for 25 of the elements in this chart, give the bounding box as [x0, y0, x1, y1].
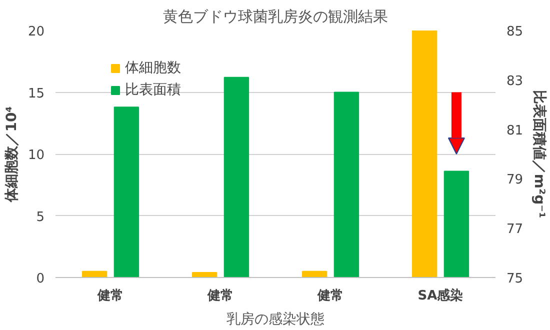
y2-tick-label: 79: [506, 172, 524, 188]
chart-title: 黄色ブドウ球菌乳房炎の観測結果: [163, 8, 388, 26]
y-tick-label: 0: [36, 272, 45, 286]
bar: [302, 270, 328, 278]
legend-label: 比表面積: [125, 81, 181, 99]
y-tick-label: 20: [28, 24, 45, 40]
y2-tick-label: 85: [506, 24, 524, 40]
x-axis-title: 乳房の感染状態: [226, 312, 324, 328]
y2-tick-label: 77: [506, 222, 524, 238]
legend-label: 体細胞数: [125, 59, 181, 77]
x-tick-label: SA感染: [418, 288, 464, 304]
y2-tick-label: 75: [506, 272, 524, 286]
y2-tick-label: 83: [506, 74, 524, 89]
y2-tick-label: 81: [506, 123, 524, 138]
y-tick-label: 15: [28, 86, 45, 102]
bar: [82, 270, 108, 278]
y2-axis-title: 比表面積値／m²g⁻¹: [531, 90, 548, 218]
x-tick-label: 健常: [96, 288, 124, 304]
bar: [192, 272, 218, 278]
x-tick-label: 健常: [316, 288, 344, 304]
y-axis-title: 体細胞数／10⁴: [4, 106, 20, 203]
bar: [412, 30, 438, 278]
y-tick-label: 5: [36, 210, 45, 225]
x-tick-label: 健常: [206, 288, 234, 304]
y-tick-label: 10: [28, 148, 45, 163]
